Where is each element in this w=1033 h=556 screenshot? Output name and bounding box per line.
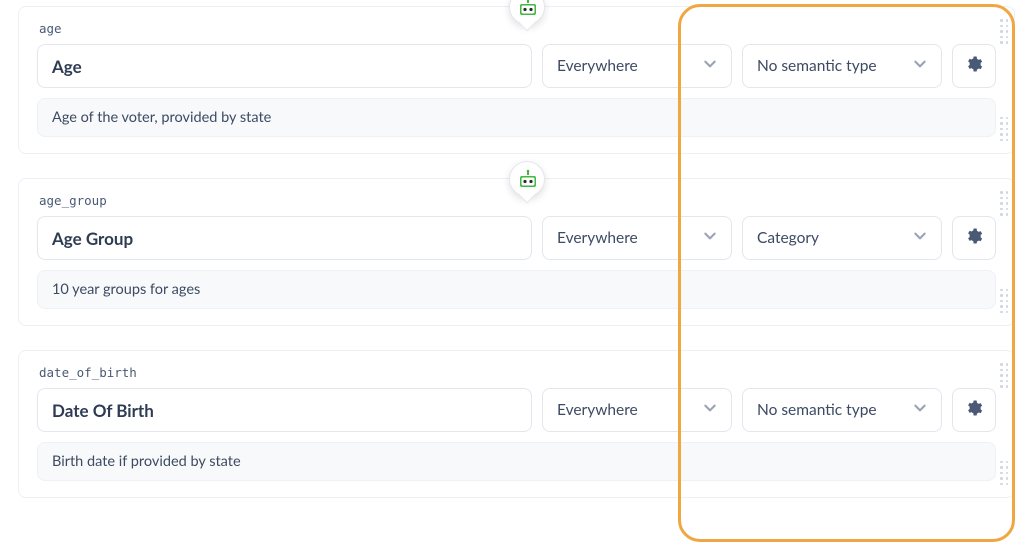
gear-icon (965, 55, 983, 77)
visibility-value: Everywhere (557, 229, 638, 247)
drag-handle[interactable] (1000, 461, 1010, 486)
semantic-value: No semantic type (757, 57, 877, 75)
field-settings-button[interactable] (952, 44, 996, 88)
drag-handle[interactable] (1000, 117, 1010, 142)
description-input[interactable]: 10 year groups for ages (37, 270, 996, 309)
display-name-input[interactable]: Age (37, 44, 532, 88)
visibility-select[interactable]: Everywhere (542, 44, 732, 88)
drag-handle[interactable] (1000, 363, 1010, 388)
chevron-down-icon (913, 57, 927, 75)
drag-handle[interactable] (1000, 19, 1010, 44)
field-card: age Age Everywhere No semantic type Age of t… (18, 6, 1015, 154)
chevron-down-icon (913, 229, 927, 247)
chevron-down-icon (703, 57, 717, 75)
chevron-down-icon (913, 401, 927, 419)
semantic-value: Category (757, 229, 819, 247)
display-name-input[interactable]: Age Group (37, 216, 532, 260)
display-name-input[interactable]: Date Of Birth (37, 388, 532, 432)
chevron-down-icon (703, 401, 717, 419)
field-card: date_of_birth Date Of Birth Everywhere No s… (18, 350, 1015, 498)
field-key-label: age (37, 21, 996, 36)
semantic-type-select[interactable]: No semantic type (742, 388, 942, 432)
field-settings-button[interactable] (952, 388, 996, 432)
visibility-select[interactable]: Everywhere (542, 388, 732, 432)
drag-handle[interactable] (1000, 191, 1010, 216)
semantic-type-select[interactable]: No semantic type (742, 44, 942, 88)
description-input[interactable]: Age of the voter, provided by state (37, 98, 996, 137)
field-key-label: date_of_birth (37, 365, 996, 380)
field-card: age_group Age Group Everywhere Category 10 y… (18, 178, 1015, 326)
gear-icon (965, 399, 983, 421)
semantic-value: No semantic type (757, 401, 877, 419)
field-settings-button[interactable] (952, 216, 996, 260)
visibility-select[interactable]: Everywhere (542, 216, 732, 260)
description-input[interactable]: Birth date if provided by state (37, 442, 996, 481)
visibility-value: Everywhere (557, 401, 638, 419)
field-key-label: age_group (37, 193, 996, 208)
chevron-down-icon (703, 229, 717, 247)
gear-icon (965, 227, 983, 249)
visibility-value: Everywhere (557, 57, 638, 75)
assistant-badge[interactable] (509, 161, 545, 197)
drag-handle[interactable] (1000, 289, 1010, 314)
semantic-type-select[interactable]: Category (742, 216, 942, 260)
